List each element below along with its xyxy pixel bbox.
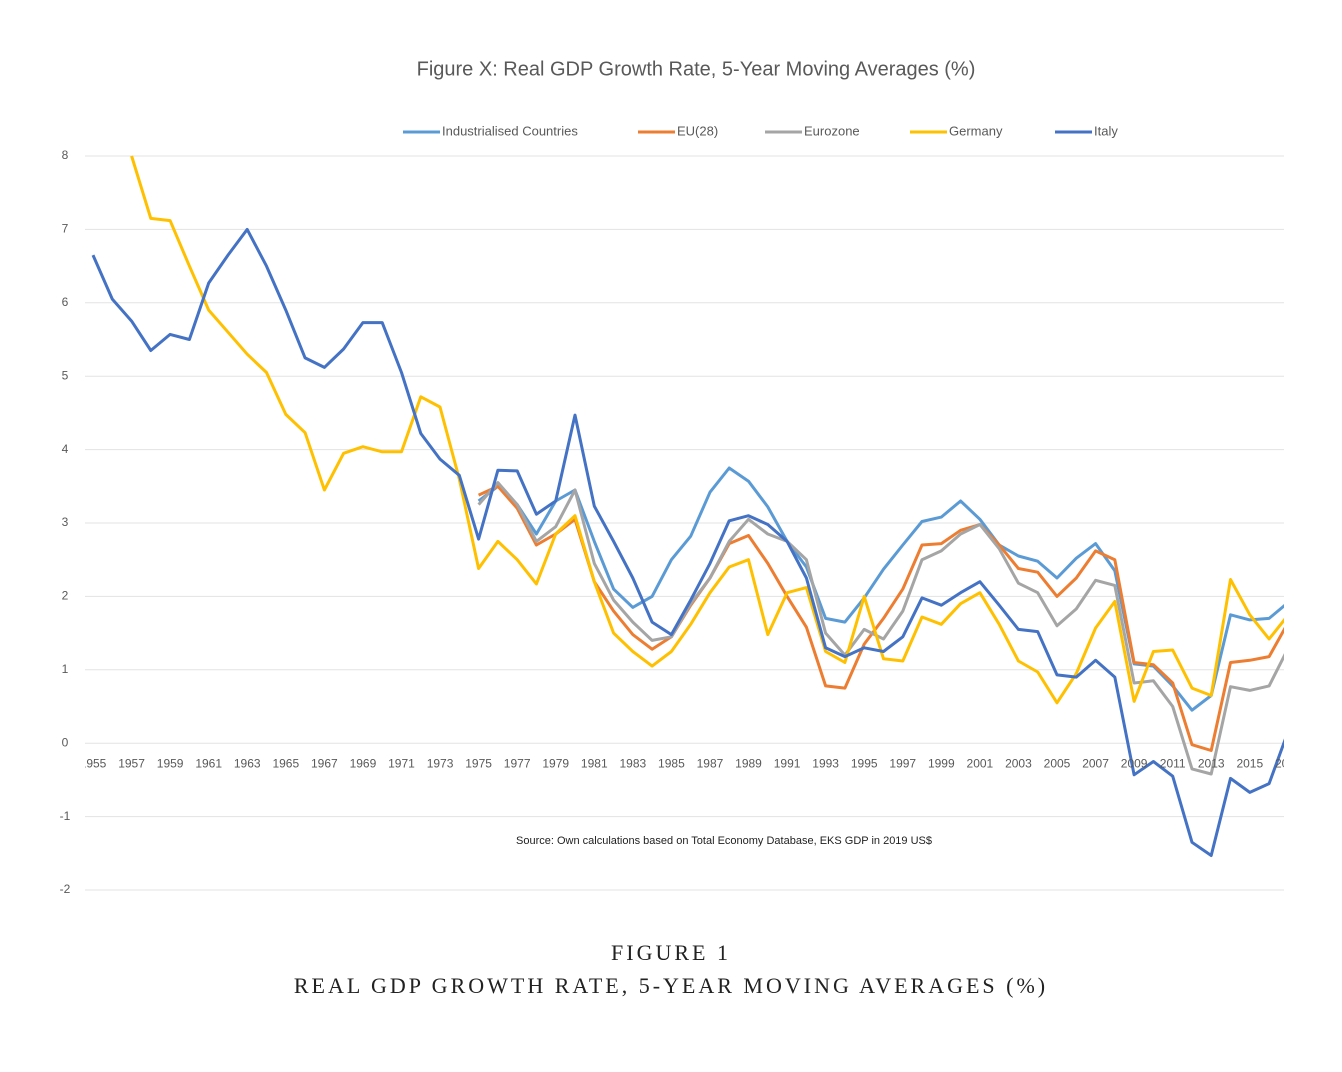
grid [85, 155, 1284, 891]
source-note: Source: Own calculations based on Total … [516, 835, 932, 847]
legend-label: Industrialised Countries [442, 123, 578, 138]
caption-title: REAL GDP GROWTH RATE, 5-YEAR MOVING AVER… [294, 973, 1048, 998]
y-tick-label: 1 [62, 662, 69, 676]
x-tick-label: 1983 [619, 756, 646, 770]
x-tick-label: 2011 [1160, 756, 1186, 770]
x-tick-label: 1987 [697, 756, 724, 770]
y-tick-label: -2 [60, 882, 71, 896]
series-line [477, 481, 1284, 776]
x-tick-label: 1965 [272, 756, 299, 770]
x-tick-label: 1971 [388, 756, 415, 770]
x-tick-label: 1977 [504, 756, 531, 770]
x-tick-label: 1979 [542, 756, 569, 770]
x-tick-label: 1973 [427, 756, 454, 770]
x-tick-label: 2013 [1198, 756, 1225, 770]
x-tick-label: 2005 [1044, 756, 1071, 770]
y-tick-label: 0 [62, 735, 69, 749]
x-tick-label: 1989 [735, 756, 762, 770]
x-tick-label: 2015 [1236, 756, 1263, 770]
plot-area [91, 155, 1284, 857]
x-tick-label: 1957 [118, 756, 145, 770]
x-tick-label: 1995 [851, 756, 878, 770]
x-tick-label: 1959 [157, 756, 184, 770]
x-tick-label: 2007 [1082, 756, 1109, 770]
x-tick-label: 1991 [774, 756, 801, 770]
x-tick-label: 1967 [311, 756, 338, 770]
y-tick-label: 6 [62, 295, 69, 309]
x-tick-label: 2001 [967, 756, 994, 770]
x-tick-label: 1999 [928, 756, 955, 770]
caption-label: FIGURE 1 [611, 940, 731, 965]
x-tick-label: 1963 [234, 756, 261, 770]
y-tick-label: 5 [62, 368, 69, 382]
series-line [130, 155, 1284, 705]
x-tick-label: 2017 [1275, 756, 1302, 770]
series-line [477, 484, 1284, 752]
legend-label: Germany [949, 123, 1003, 138]
x-axis-labels: 1955 1957 1959 1961 1963 1965 1967 1969 1971 1973… [80, 756, 1302, 770]
legend-label: EU(28) [677, 123, 718, 138]
x-tick-label: 1985 [658, 756, 685, 770]
y-tick-label: 7 [62, 222, 69, 236]
x-tick-label: 1955 [80, 756, 107, 770]
y-tick-label: 3 [62, 515, 69, 529]
x-tick-label: 1981 [581, 756, 608, 770]
y-tick-label: 2 [62, 589, 69, 603]
y-tick-label: 8 [62, 148, 69, 162]
x-tick-label: 2009 [1121, 756, 1148, 770]
y-tick-label: -1 [60, 809, 71, 823]
y-tick-label: 4 [62, 442, 69, 456]
chart-title: Figure X: Real GDP Growth Rate, 5-Year M… [417, 58, 976, 80]
x-tick-label: 1961 [195, 756, 222, 770]
x-tick-label: 1993 [812, 756, 839, 770]
x-tick-label: 1969 [350, 756, 377, 770]
x-tick-label: 1997 [889, 756, 916, 770]
legend-label: Italy [1094, 123, 1118, 138]
legend-label: Eurozone [804, 123, 860, 138]
series-line [91, 227, 1284, 857]
x-tick-label: 2003 [1005, 756, 1032, 770]
x-tick-label: 1975 [465, 756, 492, 770]
